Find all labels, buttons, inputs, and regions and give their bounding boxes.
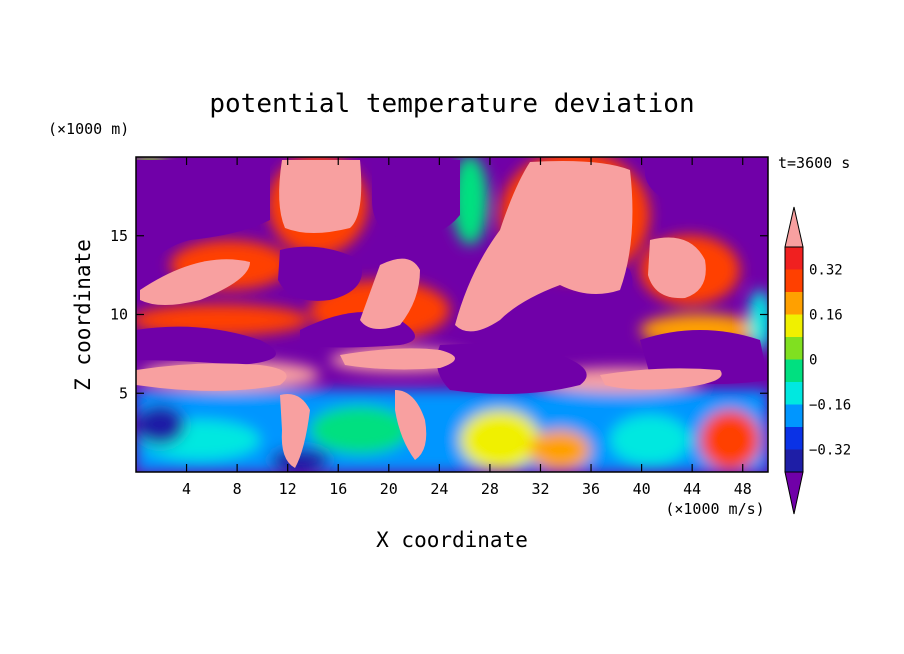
colorbar-segment xyxy=(785,382,803,405)
colorbar-segment xyxy=(785,269,803,292)
colorbar-segment xyxy=(785,404,803,427)
field-cores xyxy=(136,160,768,468)
colorbar-segment xyxy=(785,247,803,270)
heatmap-field xyxy=(136,157,768,472)
colorbar-segment xyxy=(785,314,803,337)
x-tick-label: 44 xyxy=(683,480,701,498)
x-tick-label: 32 xyxy=(531,480,549,498)
colorbar-extend-min xyxy=(784,471,804,515)
colorbar-tick-label: 0 xyxy=(809,353,817,369)
y-tick-label: 5 xyxy=(119,384,128,402)
x-tick-label: 4 xyxy=(182,480,191,498)
colorbar-segment xyxy=(785,427,803,450)
x-axis-title: X coordinate xyxy=(376,528,528,552)
time-label: t=3600 s xyxy=(778,154,850,172)
y-axis-title: Z coordinate xyxy=(71,239,95,391)
y-tick-label: 15 xyxy=(110,227,128,245)
colorbar-frame xyxy=(784,246,804,473)
x-unit-label: (×1000 m/s) xyxy=(665,500,764,518)
colorbar-extend-max xyxy=(784,206,804,248)
y-tick-label: 10 xyxy=(110,306,128,324)
x-tick-label: 28 xyxy=(481,480,499,498)
colorbar-segment xyxy=(785,337,803,360)
x-tick-label: 16 xyxy=(329,480,347,498)
x-tick-label: 48 xyxy=(734,480,752,498)
colorbar-tick-label: 0.32 xyxy=(809,263,843,279)
x-tick-label: 8 xyxy=(233,480,242,498)
chart-title: potential temperature deviation xyxy=(209,89,694,119)
colorbar-tick-label: −0.16 xyxy=(809,398,851,414)
colorbar-segment xyxy=(785,292,803,315)
x-tick-label: 24 xyxy=(430,480,448,498)
colorbar-segment xyxy=(785,359,803,382)
y-unit-label: (×1000 m) xyxy=(48,120,129,138)
colorbar-tick-label: 0.16 xyxy=(809,308,843,324)
x-tick-label: 20 xyxy=(380,480,398,498)
colorbar-segment xyxy=(785,449,803,472)
x-tick-label: 12 xyxy=(279,480,297,498)
colorbar-tick-label: −0.32 xyxy=(809,443,851,459)
y-axis: 5 10 15 xyxy=(110,227,768,402)
x-tick-label: 36 xyxy=(582,480,600,498)
colorbar: 0.32 0.16 0 −0.16 −0.32 xyxy=(784,206,851,515)
x-axis: 4 8 12 16 20 24 28 32 36 40 44 48 xyxy=(182,157,752,498)
x-tick-label: 40 xyxy=(633,480,651,498)
